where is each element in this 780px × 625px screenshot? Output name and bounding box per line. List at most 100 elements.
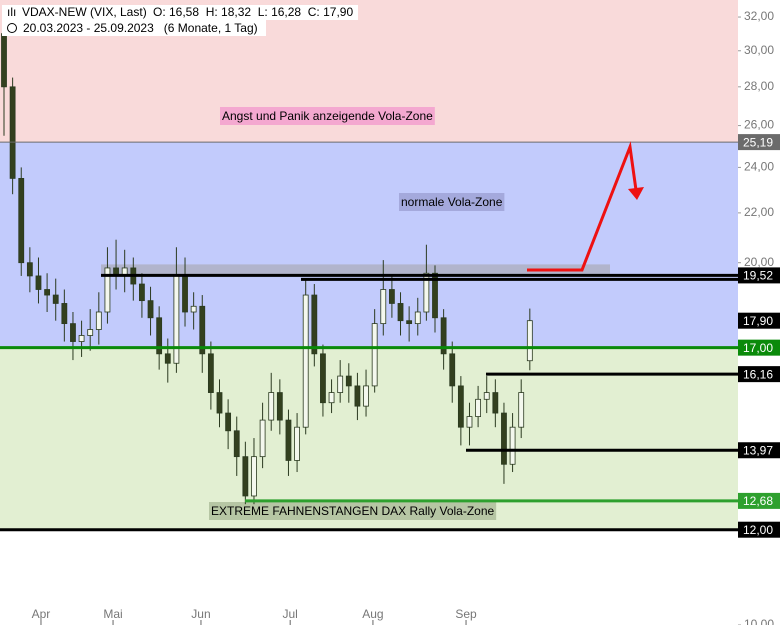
candle-body: [173, 275, 180, 364]
candle-body: [371, 323, 378, 387]
x-tick-label: Sep: [455, 607, 477, 621]
candle-body: [35, 275, 42, 290]
candle-body: [406, 320, 413, 325]
candle-body: [164, 353, 171, 364]
level-label: 12,68: [743, 494, 773, 508]
ohlc: O: 16,58 H: 18,32 L: 16,28 C: 17,90: [153, 5, 353, 19]
arrow: [527, 141, 638, 272]
zone-label-bg: [399, 193, 505, 211]
candle-body: [492, 392, 499, 414]
candle-body: [104, 267, 111, 313]
resistance-band: [101, 264, 610, 276]
clock-icon: [7, 23, 17, 33]
zone: [0, 142, 738, 348]
candle-body: [78, 335, 85, 342]
zone-label-bg: [220, 107, 435, 125]
candle-body: [432, 272, 438, 319]
chart-title: VDAX-NEW (VIX, Last): [22, 5, 147, 19]
level-label-bg: [738, 134, 780, 151]
zone-label: normale Vola-Zone: [401, 195, 503, 209]
level-label: 17,00: [743, 341, 773, 355]
y-tick-label: 24,00: [744, 160, 774, 174]
x-tick-label: Mai: [103, 607, 122, 621]
candle-body: [139, 283, 145, 302]
x-tick-label: Aug: [362, 607, 383, 621]
level-label-bg: [738, 267, 780, 284]
candle-body: [1, 33, 7, 88]
candle-body: [518, 392, 525, 428]
candle-body: [242, 456, 249, 497]
icon: ılı: [7, 5, 16, 19]
candle-body: [156, 317, 163, 355]
candle-body: [44, 289, 50, 296]
candle-body: [147, 300, 154, 319]
header-bg: [2, 20, 266, 36]
candle-body: [276, 392, 283, 421]
level-label: 16,16: [743, 367, 773, 381]
y-tick-label: 28,00: [744, 79, 774, 93]
candle-body: [526, 320, 533, 362]
candle-body: [328, 392, 335, 404]
level-label: 25,19: [743, 135, 773, 149]
candle-body: [268, 392, 275, 421]
candle-body: [95, 311, 102, 330]
candle-body: [61, 303, 68, 325]
candle-body: [182, 275, 188, 313]
x-tick-label: Jul: [283, 607, 298, 621]
candle-body: [457, 385, 464, 428]
candle-body: [449, 353, 456, 387]
candle-body: [87, 329, 94, 336]
candle-body: [233, 430, 240, 458]
x-tick-label: Apr: [32, 607, 51, 621]
candle-body: [311, 294, 318, 355]
candle-body: [397, 303, 404, 322]
candle-body: [440, 317, 447, 355]
zone-label-bg: [209, 502, 497, 520]
level-label: 19,52: [743, 269, 773, 283]
candle-body: [259, 419, 266, 458]
level-label-bg: [738, 521, 780, 538]
candle-body: [388, 289, 395, 304]
candle-body: [380, 289, 387, 325]
zone-label: EXTREME FAHNENSTANGEN DAX Rally Vola-Zon…: [211, 504, 495, 518]
candle-body: [423, 272, 430, 313]
y-tick-label: 26,00: [744, 118, 774, 132]
candle-body: [466, 416, 473, 428]
level-label-bg: [738, 366, 780, 383]
candle-body: [414, 311, 421, 325]
candle-body: [207, 353, 214, 393]
candle-body: [285, 419, 292, 461]
candle-body: [320, 353, 326, 404]
level-label-bg: [738, 492, 780, 509]
background: [0, 0, 738, 530]
level-label-bg: [738, 312, 780, 329]
candle-body: [483, 392, 490, 400]
level-label: 12,00: [743, 523, 773, 537]
candle-body: [337, 375, 344, 393]
candle-body: [501, 412, 507, 465]
candle-body: [294, 426, 300, 461]
y-tick-label: 10,00: [744, 617, 774, 625]
date-range: 20.03.2023 - 25.09.2023 (6 Monate, 1 Tag…: [23, 21, 258, 35]
candle-body: [18, 178, 25, 264]
candle-body: [190, 305, 197, 313]
y-tick-label: 22,00: [744, 205, 774, 219]
x-tick-label: Jun: [191, 607, 210, 621]
plot: Angst und Panik anzeigende Vola-Zone norm…: [0, 9, 780, 625]
candle-body: [52, 294, 59, 304]
zone-label: Angst und Panik anzeigende Vola-Zone: [222, 109, 433, 123]
candle-body: [345, 375, 352, 387]
candle-body: [70, 323, 76, 342]
y-tick-label: 20,00: [744, 255, 774, 269]
candle-body: [475, 398, 482, 417]
level-label-bg: [738, 442, 780, 459]
candle-body: [26, 262, 33, 277]
header-bg: [2, 5, 358, 20]
arrow-head: [628, 187, 644, 200]
candle-body: [199, 305, 206, 355]
candle-body: [251, 456, 257, 497]
candle-body: [225, 412, 232, 432]
candle-body: [302, 294, 309, 428]
y-tick-label: 32,00: [744, 9, 774, 23]
